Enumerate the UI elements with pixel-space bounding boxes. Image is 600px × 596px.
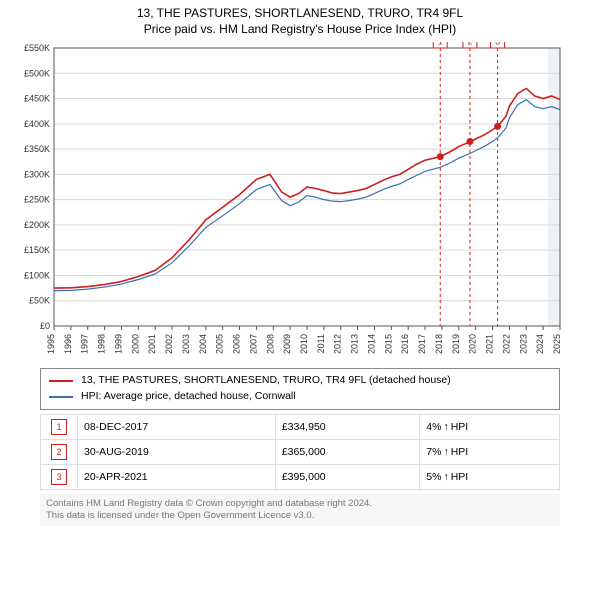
- chart-title: 13, THE PASTURES, SHORTLANESEND, TRURO, …: [0, 6, 600, 20]
- transaction-delta: 4% ↑ HPI: [420, 414, 560, 439]
- table-row: 230-AUG-2019£365,0007% ↑ HPI: [41, 439, 560, 464]
- x-tick-label: 1996: [63, 334, 73, 354]
- x-tick-label: 1998: [97, 334, 107, 354]
- marker-number: 3: [495, 42, 500, 47]
- x-tick-label: 1999: [113, 334, 123, 354]
- transaction-marker-cell: 3: [41, 464, 78, 489]
- transaction-marker-cell: 2: [41, 439, 78, 464]
- x-tick-label: 2000: [130, 334, 140, 354]
- transaction-marker-box: 1: [51, 419, 67, 435]
- legend-row: HPI: Average price, detached house, Corn…: [49, 389, 551, 405]
- transaction-date: 08-DEC-2017: [78, 414, 276, 439]
- x-tick-label: 2001: [147, 334, 157, 354]
- y-tick-label: £300K: [24, 169, 50, 179]
- x-tick-label: 2009: [282, 334, 292, 354]
- x-tick-label: 2012: [333, 334, 343, 354]
- y-tick-label: £500K: [24, 68, 50, 78]
- x-tick-label: 2008: [265, 334, 275, 354]
- legend-swatch: [49, 380, 73, 382]
- y-tick-label: £400K: [24, 119, 50, 129]
- transaction-marker-box: 3: [51, 469, 67, 485]
- arrow-up-icon: ↑: [443, 421, 448, 433]
- delta-vs: HPI: [451, 446, 469, 458]
- y-tick-label: £0: [40, 321, 50, 331]
- x-tick-label: 2002: [164, 334, 174, 354]
- arrow-up-icon: ↑: [443, 471, 448, 483]
- transaction-delta: 5% ↑ HPI: [420, 464, 560, 489]
- delta-pct: 4%: [426, 421, 441, 433]
- x-tick-label: 2004: [198, 334, 208, 354]
- transactions-table: 108-DEC-2017£334,9504% ↑ HPI230-AUG-2019…: [40, 414, 560, 490]
- x-tick-label: 2020: [468, 334, 478, 354]
- chart-subtitle: Price paid vs. HM Land Registry's House …: [0, 22, 600, 36]
- x-tick-label: 2021: [485, 334, 495, 354]
- transaction-delta: 7% ↑ HPI: [420, 439, 560, 464]
- x-tick-label: 1995: [46, 334, 56, 354]
- x-tick-label: 2023: [518, 334, 528, 354]
- x-tick-label: 2025: [552, 334, 562, 354]
- x-tick-label: 2006: [232, 334, 242, 354]
- marker-number: 2: [467, 42, 472, 47]
- transaction-price: £395,000: [275, 464, 419, 489]
- legend-swatch: [49, 396, 73, 398]
- y-tick-label: £50K: [29, 296, 50, 306]
- transaction-date: 20-APR-2021: [78, 464, 276, 489]
- y-tick-label: £550K: [24, 43, 50, 53]
- transaction-price: £365,000: [275, 439, 419, 464]
- chart-area: £0 £50K £100K £150K £200K £250K £300K £350K £400…: [8, 42, 592, 362]
- y-tick-label: £150K: [24, 245, 50, 255]
- x-tick-label: 2024: [535, 334, 545, 354]
- x-tick-label: 2018: [434, 334, 444, 354]
- x-tick-label: 2022: [501, 334, 511, 354]
- transaction-marker-cell: 1: [41, 414, 78, 439]
- transaction-date: 30-AUG-2019: [78, 439, 276, 464]
- transaction-price: £334,950: [275, 414, 419, 439]
- marker-number: 1: [438, 42, 443, 47]
- y-tick-label: £350K: [24, 144, 50, 154]
- legend-row: 13, THE PASTURES, SHORTLANESEND, TRURO, …: [49, 373, 551, 389]
- y-tick-label: £450K: [24, 94, 50, 104]
- price-chart: £0 £50K £100K £150K £200K £250K £300K £350K £400…: [8, 42, 568, 362]
- future-band: [548, 48, 560, 326]
- x-tick-label: 1997: [80, 334, 90, 354]
- x-tick-label: 2015: [383, 334, 393, 354]
- x-tick-label: 2016: [400, 334, 410, 354]
- footer-line-2: This data is licensed under the Open Gov…: [46, 510, 554, 522]
- legend-label: HPI: Average price, detached house, Corn…: [81, 389, 296, 405]
- x-tick-label: 2011: [316, 334, 326, 353]
- x-tick-label: 2014: [366, 334, 376, 354]
- legend-box: 13, THE PASTURES, SHORTLANESEND, TRURO, …: [40, 368, 560, 410]
- footer-line-1: Contains HM Land Registry data © Crown c…: [46, 498, 554, 510]
- x-tick-label: 2017: [417, 334, 427, 354]
- y-tick-label: £200K: [24, 220, 50, 230]
- footer-attribution: Contains HM Land Registry data © Crown c…: [40, 494, 560, 527]
- delta-pct: 5%: [426, 471, 441, 483]
- delta-vs: HPI: [451, 421, 469, 433]
- table-row: 108-DEC-2017£334,9504% ↑ HPI: [41, 414, 560, 439]
- x-tick-label: 2010: [299, 334, 309, 354]
- x-tick-label: 2007: [248, 334, 258, 354]
- table-row: 320-APR-2021£395,0005% ↑ HPI: [41, 464, 560, 489]
- delta-pct: 7%: [426, 446, 441, 458]
- y-tick-label: £100K: [24, 270, 50, 280]
- legend-label: 13, THE PASTURES, SHORTLANESEND, TRURO, …: [81, 373, 451, 389]
- delta-vs: HPI: [451, 471, 469, 483]
- x-tick-label: 2003: [181, 334, 191, 354]
- x-tick-label: 2013: [350, 334, 360, 354]
- transaction-marker-box: 2: [51, 444, 67, 460]
- arrow-up-icon: ↑: [443, 446, 448, 458]
- x-tick-label: 2019: [451, 334, 461, 354]
- y-tick-label: £250K: [24, 195, 50, 205]
- container: 13, THE PASTURES, SHORTLANESEND, TRURO, …: [0, 6, 600, 596]
- x-tick-label: 2005: [215, 334, 225, 354]
